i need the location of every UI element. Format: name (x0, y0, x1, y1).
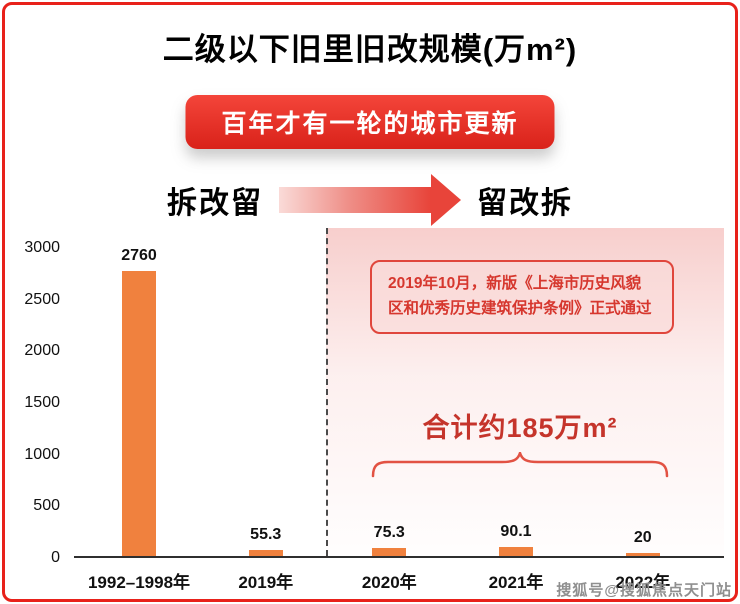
banner: 百年才有一轮的城市更新 (185, 95, 555, 149)
page-title: 二级以下旧里旧改规模(万m²) (162, 32, 578, 67)
bar-value-label: 90.1 (500, 523, 532, 540)
bar-2 (248, 550, 283, 556)
watermark: 搜狐号@搜狐焦点天门站 (556, 582, 732, 599)
phase-right-label: 留改拆 (477, 187, 573, 220)
y-tick-label: 2000 (24, 342, 60, 360)
bar-value-label: 20 (633, 529, 652, 546)
bar-1 (122, 271, 156, 556)
bar-3 (372, 548, 407, 556)
bar-value-label: 2760 (121, 247, 157, 264)
y-tick-label: 500 (33, 497, 60, 515)
arrow-head (431, 174, 461, 226)
x-axis-label: 2020年 (361, 573, 417, 592)
y-tick-label: 1000 (24, 445, 60, 463)
bar-5 (625, 553, 660, 556)
bar-value-label: 55.3 (250, 526, 282, 543)
bar-chart: 0 500 1000 1500 2000 2500 3000 2760 55.3 75.3 90.… (10, 228, 730, 598)
annotation-box: 2019年10月，新版《上海市历史风貌区和优秀历史建筑保护条例》正式通过 (370, 260, 674, 334)
y-tick-label: 2500 (24, 290, 60, 308)
x-axis-label: 1992–1998年 (87, 573, 191, 592)
phase-left-label: 拆改留 (167, 187, 263, 220)
right-arrow-icon (279, 174, 461, 226)
x-axis: 1992–1998年 2019年 2020年 2021年 2022年 (74, 560, 724, 598)
x-axis-label: 2022年 (615, 573, 671, 592)
x-axis-label: 2021年 (488, 573, 544, 592)
arrow-body (279, 187, 431, 213)
total-label: 合计约185万m² (422, 413, 618, 443)
divider-line (326, 228, 329, 556)
bar-4 (499, 547, 533, 556)
phase-row: 拆改留 留改拆 (0, 172, 740, 228)
y-tick-label: 3000 (24, 239, 60, 256)
bar-value-label: 75.3 (373, 524, 405, 541)
y-tick-label: 0 (51, 549, 60, 566)
y-tick-label: 1500 (24, 394, 60, 411)
brace-icon (371, 452, 669, 478)
x-axis-label: 2019年 (238, 573, 294, 592)
y-axis: 0 500 1000 1500 2000 2500 3000 (10, 228, 70, 598)
